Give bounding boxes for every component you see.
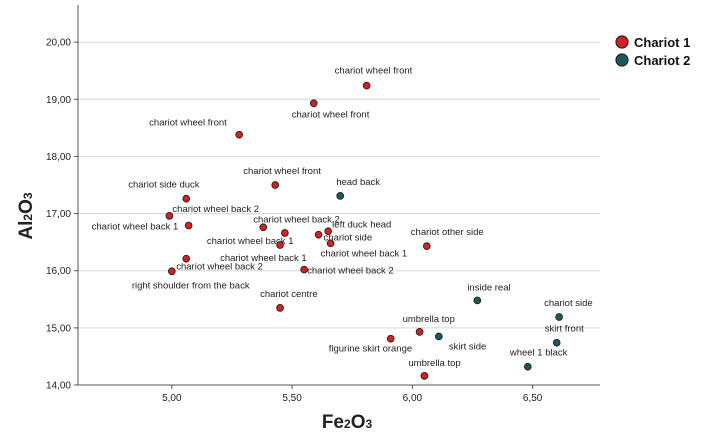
point-label: inside real [467,282,510,293]
point-label: chariot wheel back 1 [92,222,179,233]
data-points [165,81,563,380]
x-tick-label: 6,00 [403,393,423,404]
chariot-1-point [362,81,371,90]
chariot-1-point [235,130,244,139]
chariot-1-point [184,221,193,230]
point-label: chariot side [544,298,593,309]
point-label: figurine skirt orange [329,344,412,355]
chariot-1-point [271,181,280,189]
y-axis-ticks: 14,00 15,00 16,00 17,00 18,00 19,00 20,00 [46,38,78,392]
chariot-2-point [523,362,532,371]
point-labels: chariot wheel front chariot wheel front ch… [92,66,593,369]
chariot-1-point [324,227,333,236]
x-tick-label: 5,00 [162,393,182,404]
point-label: chariot wheel front [335,66,413,77]
point-label: chariot wheel back 2 [172,204,259,215]
chariot-1-point [165,212,174,220]
point-label: chariot centre [260,289,318,300]
chariot-1-point [415,328,424,336]
chariot-1-point [259,223,268,232]
chariot-1-point [276,304,284,312]
point-label: chariot wheel back 1 [207,236,294,247]
point-label: chariot wheel back 1 [220,253,307,264]
legend-label: Chariot 2 [634,53,690,68]
point-label: chariot wheel back 2 [307,266,394,277]
chariot-1-point [386,334,395,343]
legend-marker [615,35,629,49]
chariot-2-point [552,338,561,347]
point-label: left duck head [332,219,391,230]
gridlines [78,41,600,386]
point-label: chariot side [324,233,373,244]
y-tick-label: 14,00 [46,381,71,392]
chariot-2-point [473,296,482,305]
point-label: skirt front [545,324,584,335]
point-label: umbrella top [403,314,455,325]
point-label: umbrella top [408,358,460,369]
point-label: chariot wheel back 2 [176,262,263,273]
x-tick-label: 5,50 [282,393,302,404]
chariot-1-point [300,265,308,274]
point-label: chariot wheel front [292,109,370,120]
x-axis-title: Fe2O3 [322,412,373,433]
point-label: chariot wheel front [149,118,227,129]
chariot-1-point [422,242,431,250]
chariot-1-point [309,99,318,108]
y-tick-label: 17,00 [46,209,71,220]
chariot-1-point [182,254,191,263]
x-axis-ticks: 5,00 5,50 6,00 6,50 [162,385,543,404]
point-label: chariot wheel back 1 [321,248,408,259]
chariot-1-point [281,229,289,237]
y-tick-label: 20,00 [46,38,71,49]
point-label: head back [336,177,380,188]
chariot-1-point [182,194,191,203]
point-label: chariot wheel back 2 [253,214,340,225]
point-label: chariot wheel front [243,166,321,177]
chariot-2-point [434,332,443,341]
point-label: chariot other side [411,227,484,238]
y-axis-title: Al2O3 [16,192,37,239]
legend-label: Chariot 1 [634,35,690,50]
y-tick-label: 19,00 [46,95,71,106]
point-label: wheel 1 black [509,348,568,359]
point-label: chariot side duck [128,180,200,191]
chariot-1-point [420,372,429,380]
y-tick-label: 15,00 [46,323,71,334]
chariot-1-point [314,230,323,239]
point-label: right shoulder from the back [132,280,250,291]
legend-marker [615,53,629,67]
point-label: skirt side [449,341,486,352]
chariot-1-point [276,241,284,249]
chariot-2-point [336,192,345,200]
x-tick-label: 6,50 [523,393,543,404]
y-tick-label: 18,00 [46,152,71,163]
legend: Chariot 1 Chariot 2 [615,35,690,68]
chariot-1-point [167,267,176,276]
chariot-2-point [555,313,563,321]
chariot-1-point [326,239,335,248]
y-tick-label: 16,00 [46,266,71,277]
